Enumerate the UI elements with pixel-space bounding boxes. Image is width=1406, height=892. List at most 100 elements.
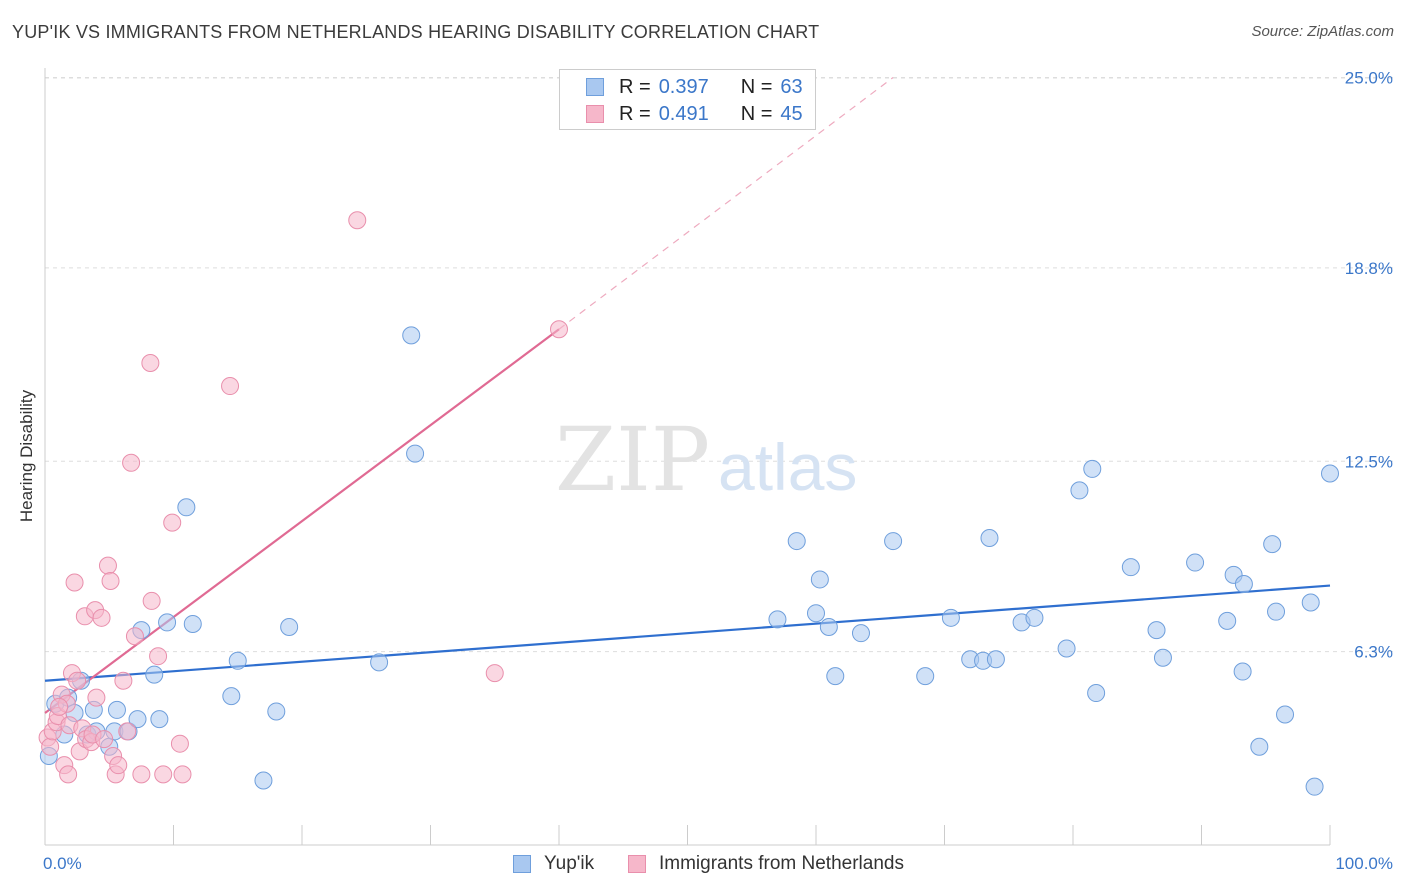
yupik-point xyxy=(1263,535,1282,554)
yupik-point xyxy=(1321,464,1339,483)
x-tick-label: 100.0% xyxy=(1335,854,1393,873)
legend-label-yupik: Yup'ik xyxy=(544,853,595,874)
yupik-point xyxy=(183,614,202,633)
yupik-point xyxy=(1070,481,1089,500)
yupik-point xyxy=(819,618,838,637)
yupik-point xyxy=(1233,662,1252,681)
stats-legend-row-yupik: R = 0.397 N = 63 xyxy=(586,75,803,99)
yupik-point xyxy=(1057,639,1076,658)
yupik-point xyxy=(916,667,935,686)
netherlands-point xyxy=(485,664,504,683)
yupik-point xyxy=(851,624,870,643)
netherlands-legend-swatch xyxy=(628,855,646,873)
yupik-point xyxy=(1218,611,1237,630)
netherlands-point xyxy=(59,765,78,784)
netherlands-point xyxy=(170,734,189,753)
n-label: N = xyxy=(740,102,773,125)
y-tick-label: 6.3% xyxy=(1354,643,1393,662)
netherlands-point xyxy=(87,688,106,707)
netherlands-point xyxy=(125,627,144,646)
netherlands-point xyxy=(132,765,151,784)
netherlands-point xyxy=(122,453,141,472)
netherlands-point xyxy=(221,377,240,396)
yupik-point xyxy=(177,498,196,517)
chart-title: YUP'IK VS IMMIGRANTS FROM NETHERLANDS HE… xyxy=(12,22,820,42)
netherlands-point xyxy=(101,571,120,590)
yupik-point xyxy=(254,771,273,790)
yupik-point xyxy=(280,618,299,637)
yupik-point xyxy=(1305,777,1324,796)
netherlands-point xyxy=(95,730,114,749)
trend-lines xyxy=(44,77,1331,714)
legend-item-netherlands[interactable]: Immigrants from Netherlands xyxy=(628,853,904,875)
yupik-point xyxy=(402,326,421,345)
watermark-atlas: atlas xyxy=(718,430,857,504)
yupik-point xyxy=(1234,575,1253,594)
legend-label-netherlands: Immigrants from Netherlands xyxy=(659,853,904,874)
yupik-point xyxy=(787,532,806,551)
axes xyxy=(44,68,1331,846)
yupik-point xyxy=(884,532,903,551)
netherlands-point xyxy=(118,722,137,741)
yupik-point xyxy=(1250,737,1269,756)
yupik-point xyxy=(980,529,999,547)
netherlands-trend-extension xyxy=(558,77,894,330)
netherlands-point xyxy=(65,573,84,592)
yupik-point xyxy=(810,570,829,589)
netherlands-point xyxy=(348,211,367,230)
yupik-point xyxy=(1276,705,1295,724)
r-label: R = xyxy=(619,75,651,98)
legend-item-yupik[interactable]: Yup'ik xyxy=(513,853,595,875)
yupik-point xyxy=(1301,593,1320,612)
yupik-point xyxy=(150,710,169,729)
yupik-point xyxy=(158,613,177,632)
r-value: 0.491 xyxy=(658,102,709,125)
netherlands-point xyxy=(154,765,173,784)
yupik-point xyxy=(1147,621,1166,640)
tick-labels: 6.3% 12.5% 18.8% 25.0% 0.0% 100.0% xyxy=(43,69,1393,874)
yupik-point xyxy=(370,653,389,672)
yupik-point xyxy=(768,610,787,629)
netherlands-point xyxy=(141,354,160,373)
netherlands-point xyxy=(149,647,168,666)
yupik-swatch xyxy=(586,78,604,96)
yupik-point xyxy=(267,702,286,721)
netherlands-point xyxy=(550,320,568,339)
netherlands-trend-line xyxy=(44,328,560,714)
yupik-point xyxy=(145,665,164,684)
y-tick-label: 18.8% xyxy=(1345,259,1393,278)
yupik-point xyxy=(1121,558,1140,577)
series-legend: Yup'ik Immigrants from Netherlands xyxy=(0,850,1406,878)
watermark-zip: ZIP xyxy=(555,408,710,511)
yupik-point xyxy=(1267,602,1286,621)
netherlands-point xyxy=(68,671,87,690)
stats-legend: R = 0.397 N = 63 R = 0.491 N = 45 xyxy=(559,69,816,130)
yupik-point xyxy=(128,710,147,729)
data-points xyxy=(38,211,1339,796)
netherlands-swatch xyxy=(586,105,604,123)
netherlands-point xyxy=(41,737,60,756)
yupik-point xyxy=(986,650,1005,669)
y-tick-label: 25.0% xyxy=(1345,69,1393,88)
yupik-point xyxy=(826,667,845,686)
netherlands-point xyxy=(50,697,69,716)
yupik-point xyxy=(807,604,825,623)
watermark: ZIP atlas xyxy=(555,408,857,511)
r-label: R = xyxy=(619,102,651,125)
netherlands-point xyxy=(98,556,117,575)
yupik-point xyxy=(107,700,126,719)
netherlands-point xyxy=(109,756,128,775)
yupik-legend-swatch xyxy=(513,855,531,873)
yupik-point xyxy=(1025,608,1044,627)
stats-legend-row-netherlands: R = 0.491 N = 45 xyxy=(586,102,803,126)
yupik-point xyxy=(1153,648,1172,667)
netherlands-point xyxy=(92,608,111,627)
yupik-point xyxy=(1186,553,1205,572)
n-value: 45 xyxy=(780,102,803,125)
y-tick-label: 12.5% xyxy=(1345,452,1393,471)
source-label: Source: ZipAtlas.com xyxy=(1251,23,1394,40)
n-label: N = xyxy=(740,75,773,98)
yupik-point xyxy=(228,651,247,670)
n-value: 63 xyxy=(780,75,803,98)
